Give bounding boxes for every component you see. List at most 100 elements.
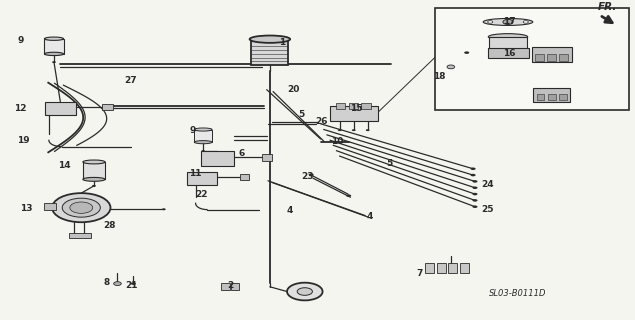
Bar [251, 41, 288, 65]
Bar [262, 154, 272, 161]
Text: 18: 18 [433, 73, 446, 82]
Bar [559, 54, 568, 60]
Bar [187, 172, 217, 185]
Bar [102, 104, 113, 109]
Text: 2: 2 [227, 281, 234, 290]
Bar [425, 263, 434, 273]
Ellipse shape [44, 37, 64, 40]
Bar [349, 103, 358, 109]
Circle shape [472, 199, 478, 202]
Circle shape [464, 52, 469, 54]
Circle shape [352, 129, 356, 131]
Text: 7: 7 [416, 269, 422, 278]
Circle shape [366, 129, 370, 131]
Bar [548, 94, 556, 100]
Bar [330, 106, 378, 121]
Ellipse shape [83, 160, 105, 164]
Bar [437, 263, 446, 273]
Ellipse shape [483, 19, 533, 25]
Text: 16: 16 [503, 49, 516, 58]
Circle shape [472, 187, 478, 189]
Bar [231, 283, 239, 290]
Bar [44, 39, 64, 54]
Circle shape [523, 21, 528, 23]
Bar [69, 233, 91, 238]
Text: 13: 13 [20, 204, 33, 213]
Circle shape [131, 282, 136, 285]
Text: 25: 25 [481, 205, 494, 214]
Circle shape [448, 65, 454, 68]
Bar [489, 37, 527, 49]
Bar [559, 94, 567, 100]
Ellipse shape [250, 36, 290, 43]
Circle shape [471, 167, 476, 170]
Text: 8: 8 [104, 278, 110, 287]
Bar [435, 8, 629, 109]
Text: 9: 9 [18, 36, 24, 45]
Text: SL03-B0111D: SL03-B0111D [489, 289, 546, 298]
Circle shape [162, 208, 166, 210]
Bar [194, 130, 212, 142]
Circle shape [52, 61, 56, 63]
Circle shape [309, 173, 314, 176]
Text: 24: 24 [481, 180, 494, 189]
Bar [336, 103, 345, 109]
Text: 22: 22 [196, 189, 208, 199]
Circle shape [92, 185, 96, 187]
Ellipse shape [194, 140, 212, 144]
Text: 26: 26 [316, 117, 328, 126]
Text: 14: 14 [58, 161, 71, 170]
Bar [361, 103, 371, 109]
Bar [201, 151, 234, 166]
Bar [547, 54, 556, 60]
Text: 1: 1 [279, 38, 286, 47]
Text: 12: 12 [14, 104, 27, 113]
Text: 27: 27 [124, 76, 137, 85]
Text: 15: 15 [351, 104, 363, 113]
Bar [460, 263, 469, 273]
Bar [44, 203, 56, 210]
Text: 6: 6 [238, 149, 244, 158]
Circle shape [472, 193, 478, 195]
Text: 20: 20 [287, 85, 299, 94]
Text: 28: 28 [104, 221, 116, 230]
Circle shape [447, 65, 455, 69]
Circle shape [70, 202, 93, 213]
Circle shape [471, 174, 476, 176]
Bar [83, 162, 105, 179]
Text: 5: 5 [298, 110, 305, 119]
Bar [535, 54, 544, 60]
Bar [448, 263, 457, 273]
Circle shape [201, 150, 205, 152]
Text: FR.: FR. [598, 2, 618, 12]
Text: 11: 11 [189, 169, 202, 178]
Circle shape [287, 283, 323, 300]
Ellipse shape [194, 128, 212, 131]
Circle shape [52, 193, 110, 222]
Bar [45, 102, 76, 115]
Bar [537, 94, 544, 100]
Circle shape [62, 198, 100, 217]
Text: 4: 4 [287, 206, 293, 215]
Circle shape [488, 21, 493, 23]
Bar [532, 47, 572, 62]
Circle shape [503, 20, 513, 24]
Bar [488, 48, 529, 58]
Text: 4: 4 [367, 212, 373, 221]
Circle shape [472, 205, 478, 208]
Text: 23: 23 [302, 172, 314, 180]
Text: 17: 17 [503, 18, 516, 27]
Circle shape [114, 282, 121, 285]
Ellipse shape [83, 177, 105, 181]
Text: 21: 21 [126, 281, 138, 290]
Circle shape [472, 180, 478, 183]
Text: 19: 19 [17, 136, 30, 145]
Text: 9: 9 [189, 126, 196, 135]
Bar [240, 173, 249, 180]
Ellipse shape [488, 34, 528, 40]
Text: 10: 10 [331, 137, 344, 146]
Bar [533, 88, 570, 102]
Bar [221, 283, 230, 290]
Text: 5: 5 [386, 159, 392, 168]
Circle shape [338, 129, 342, 131]
